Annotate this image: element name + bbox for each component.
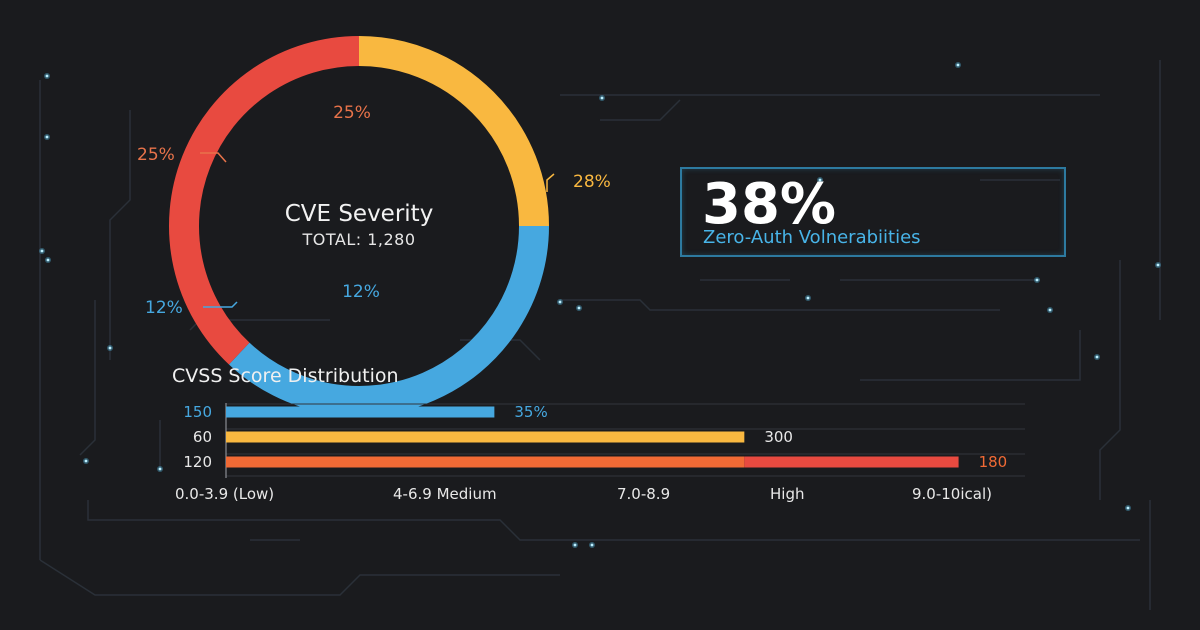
bar-category-label: 60 bbox=[193, 428, 212, 446]
donut-label-right: 28% bbox=[573, 172, 611, 192]
zero-auth-label: Zero-Auth Volnerabiities bbox=[703, 227, 921, 248]
x-tick-label: 7.0-8.9 bbox=[617, 485, 670, 503]
donut-label-inner: 12% bbox=[342, 282, 380, 302]
glow-dot bbox=[46, 258, 50, 262]
glow-dot bbox=[84, 459, 88, 463]
glow-dot bbox=[573, 543, 577, 547]
donut-label-top: 25% bbox=[333, 103, 371, 123]
donut-label-bottom: 12% bbox=[145, 298, 183, 318]
circuit-trace bbox=[87, 500, 1140, 541]
x-tick-label: 9.0-10ical) bbox=[912, 485, 992, 503]
circuit-trace bbox=[1099, 260, 1121, 500]
glow-dot bbox=[45, 74, 49, 78]
glow-dot bbox=[558, 300, 562, 304]
donut-slice bbox=[228, 225, 549, 416]
donut-label-left: 25% bbox=[137, 145, 175, 165]
donut-label-bottom-leader bbox=[203, 301, 238, 308]
x-tick-label: 0.0-3.9 (Low) bbox=[175, 485, 274, 503]
zero-auth-stat-box bbox=[680, 167, 1066, 257]
glow-dot bbox=[40, 249, 44, 253]
bars-title: CVSS Score Distribution bbox=[172, 365, 399, 387]
x-tick-label: High bbox=[770, 485, 804, 503]
donut-label-right-leader bbox=[546, 173, 555, 192]
x-tick-label: 4-6.9 Medium bbox=[393, 485, 497, 503]
bar-category-label: 120 bbox=[183, 453, 212, 471]
circuit-trace bbox=[600, 99, 681, 121]
glow-dot bbox=[158, 467, 162, 471]
bar-category-label: 150 bbox=[183, 403, 212, 421]
circuit-trace bbox=[79, 300, 96, 456]
bar bbox=[226, 431, 745, 443]
bar bbox=[226, 456, 745, 468]
glow-dot bbox=[1156, 263, 1160, 267]
circuit-trace bbox=[860, 330, 1081, 381]
glow-dot bbox=[956, 63, 960, 67]
circuit-trace bbox=[109, 110, 131, 360]
bar bbox=[226, 406, 495, 418]
glow-dot bbox=[577, 306, 581, 310]
glow-dot bbox=[600, 96, 604, 100]
glow-dot bbox=[590, 543, 594, 547]
bar-value-label: 180 bbox=[979, 453, 1008, 471]
glow-dot bbox=[1035, 278, 1039, 282]
bar-segment bbox=[744, 456, 959, 468]
circuit-trace bbox=[560, 299, 1000, 311]
glow-dot bbox=[45, 135, 49, 139]
glow-dot bbox=[108, 346, 112, 350]
glow-dot bbox=[806, 296, 810, 300]
circuit-trace bbox=[39, 559, 560, 596]
zero-auth-percentage: 38% bbox=[702, 172, 837, 237]
glow-dot bbox=[1126, 506, 1130, 510]
donut-label-left-leader bbox=[200, 152, 227, 163]
bar-value-label: 300 bbox=[764, 428, 793, 446]
bar-value-label: 35% bbox=[514, 403, 547, 421]
donut-slice bbox=[169, 36, 360, 365]
donut-slice bbox=[358, 36, 549, 227]
donut-title: CVE Severity bbox=[284, 201, 434, 227]
glow-dot bbox=[1095, 355, 1099, 359]
glow-dot bbox=[818, 178, 822, 182]
donut-subtitle: TOTAL: 1,280 bbox=[302, 230, 416, 249]
glow-dot bbox=[1048, 308, 1052, 312]
